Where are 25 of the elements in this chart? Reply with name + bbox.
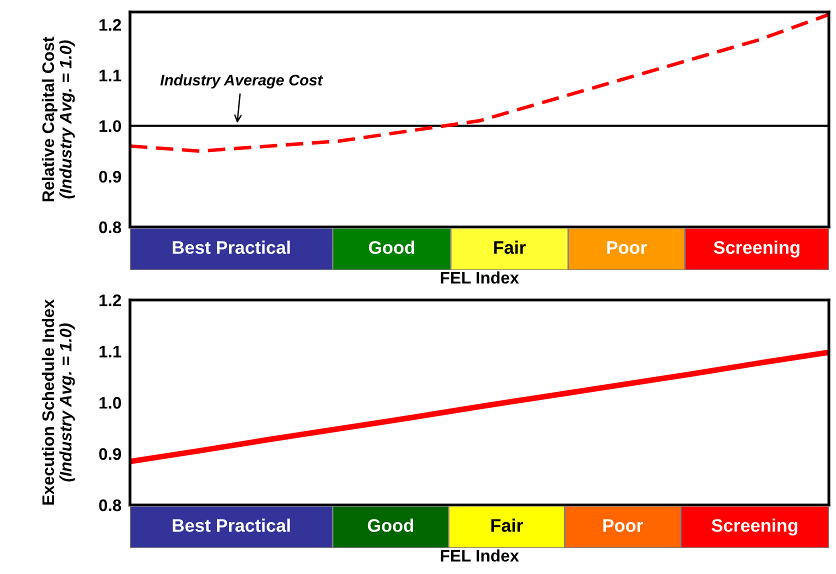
series-label: Fair xyxy=(491,518,523,532)
y-tick-label: 1.2 xyxy=(100,19,121,31)
annotation: Industry Average Cost xyxy=(160,74,324,89)
y-tick-label: 1.1 xyxy=(100,346,122,358)
series-label: Best Practical xyxy=(172,240,290,254)
y-tick-label: 1.1 xyxy=(100,70,122,82)
series-label: Poor xyxy=(607,241,647,254)
y-tick-label: 0.9 xyxy=(99,170,122,183)
y-tick-label: 0.8 xyxy=(99,499,122,512)
y-tick-label: 1.0 xyxy=(100,396,121,409)
series-label: Screening xyxy=(712,518,798,536)
series-label: Poor xyxy=(603,519,644,532)
series-label: Screening xyxy=(714,240,800,258)
series-label: Good xyxy=(368,240,414,254)
y-tick-label: 0.9 xyxy=(99,448,122,460)
y-axis-title: Relative Capital Cost (Industry Avg. = 1.0) xyxy=(42,36,75,202)
series-label: Good xyxy=(368,518,414,532)
x-axis-title: FEL Index xyxy=(440,549,519,562)
y-tick-label: 0.8 xyxy=(99,221,122,234)
y-axis-title: Execution Schedule Index (Industry Avg. = 1.0) xyxy=(42,299,75,505)
series-label: Fair xyxy=(494,240,526,254)
series-label: Best Practical xyxy=(172,518,290,532)
y-tick-label: 1.0 xyxy=(100,120,121,132)
x-axis-title: FEL Index xyxy=(440,271,519,284)
y-tick-label: 1.2 xyxy=(100,294,121,306)
